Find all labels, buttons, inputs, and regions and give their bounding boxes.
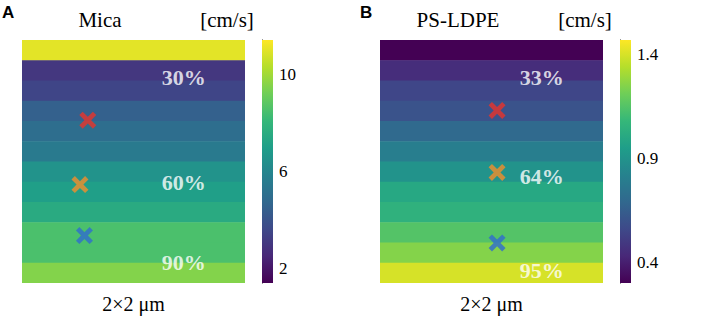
svg-text:B: B [360,3,372,22]
svg-text:[cm/s]: [cm/s] [558,8,612,32]
svg-text:6: 6 [279,162,288,181]
svg-text:A: A [2,3,14,22]
svg-text:33%: 33% [520,65,564,90]
svg-text:PS-LDPE: PS-LDPE [417,8,500,32]
svg-text:90%: 90% [162,250,206,275]
svg-text:2×2 μm: 2×2 μm [460,293,523,316]
svg-text:60%: 60% [162,170,206,195]
svg-text:30%: 30% [162,65,206,90]
svg-text:10: 10 [279,65,296,84]
svg-text:2×2 μm: 2×2 μm [102,293,165,316]
svg-text:64%: 64% [520,164,564,189]
svg-text:0.9: 0.9 [637,149,658,168]
svg-text:1.4: 1.4 [637,45,659,64]
svg-text:95%: 95% [520,258,564,283]
svg-text:0.4: 0.4 [637,253,659,272]
svg-text:Mica: Mica [78,8,122,32]
svg-text:2: 2 [279,259,288,278]
svg-text:[cm/s]: [cm/s] [200,8,254,32]
